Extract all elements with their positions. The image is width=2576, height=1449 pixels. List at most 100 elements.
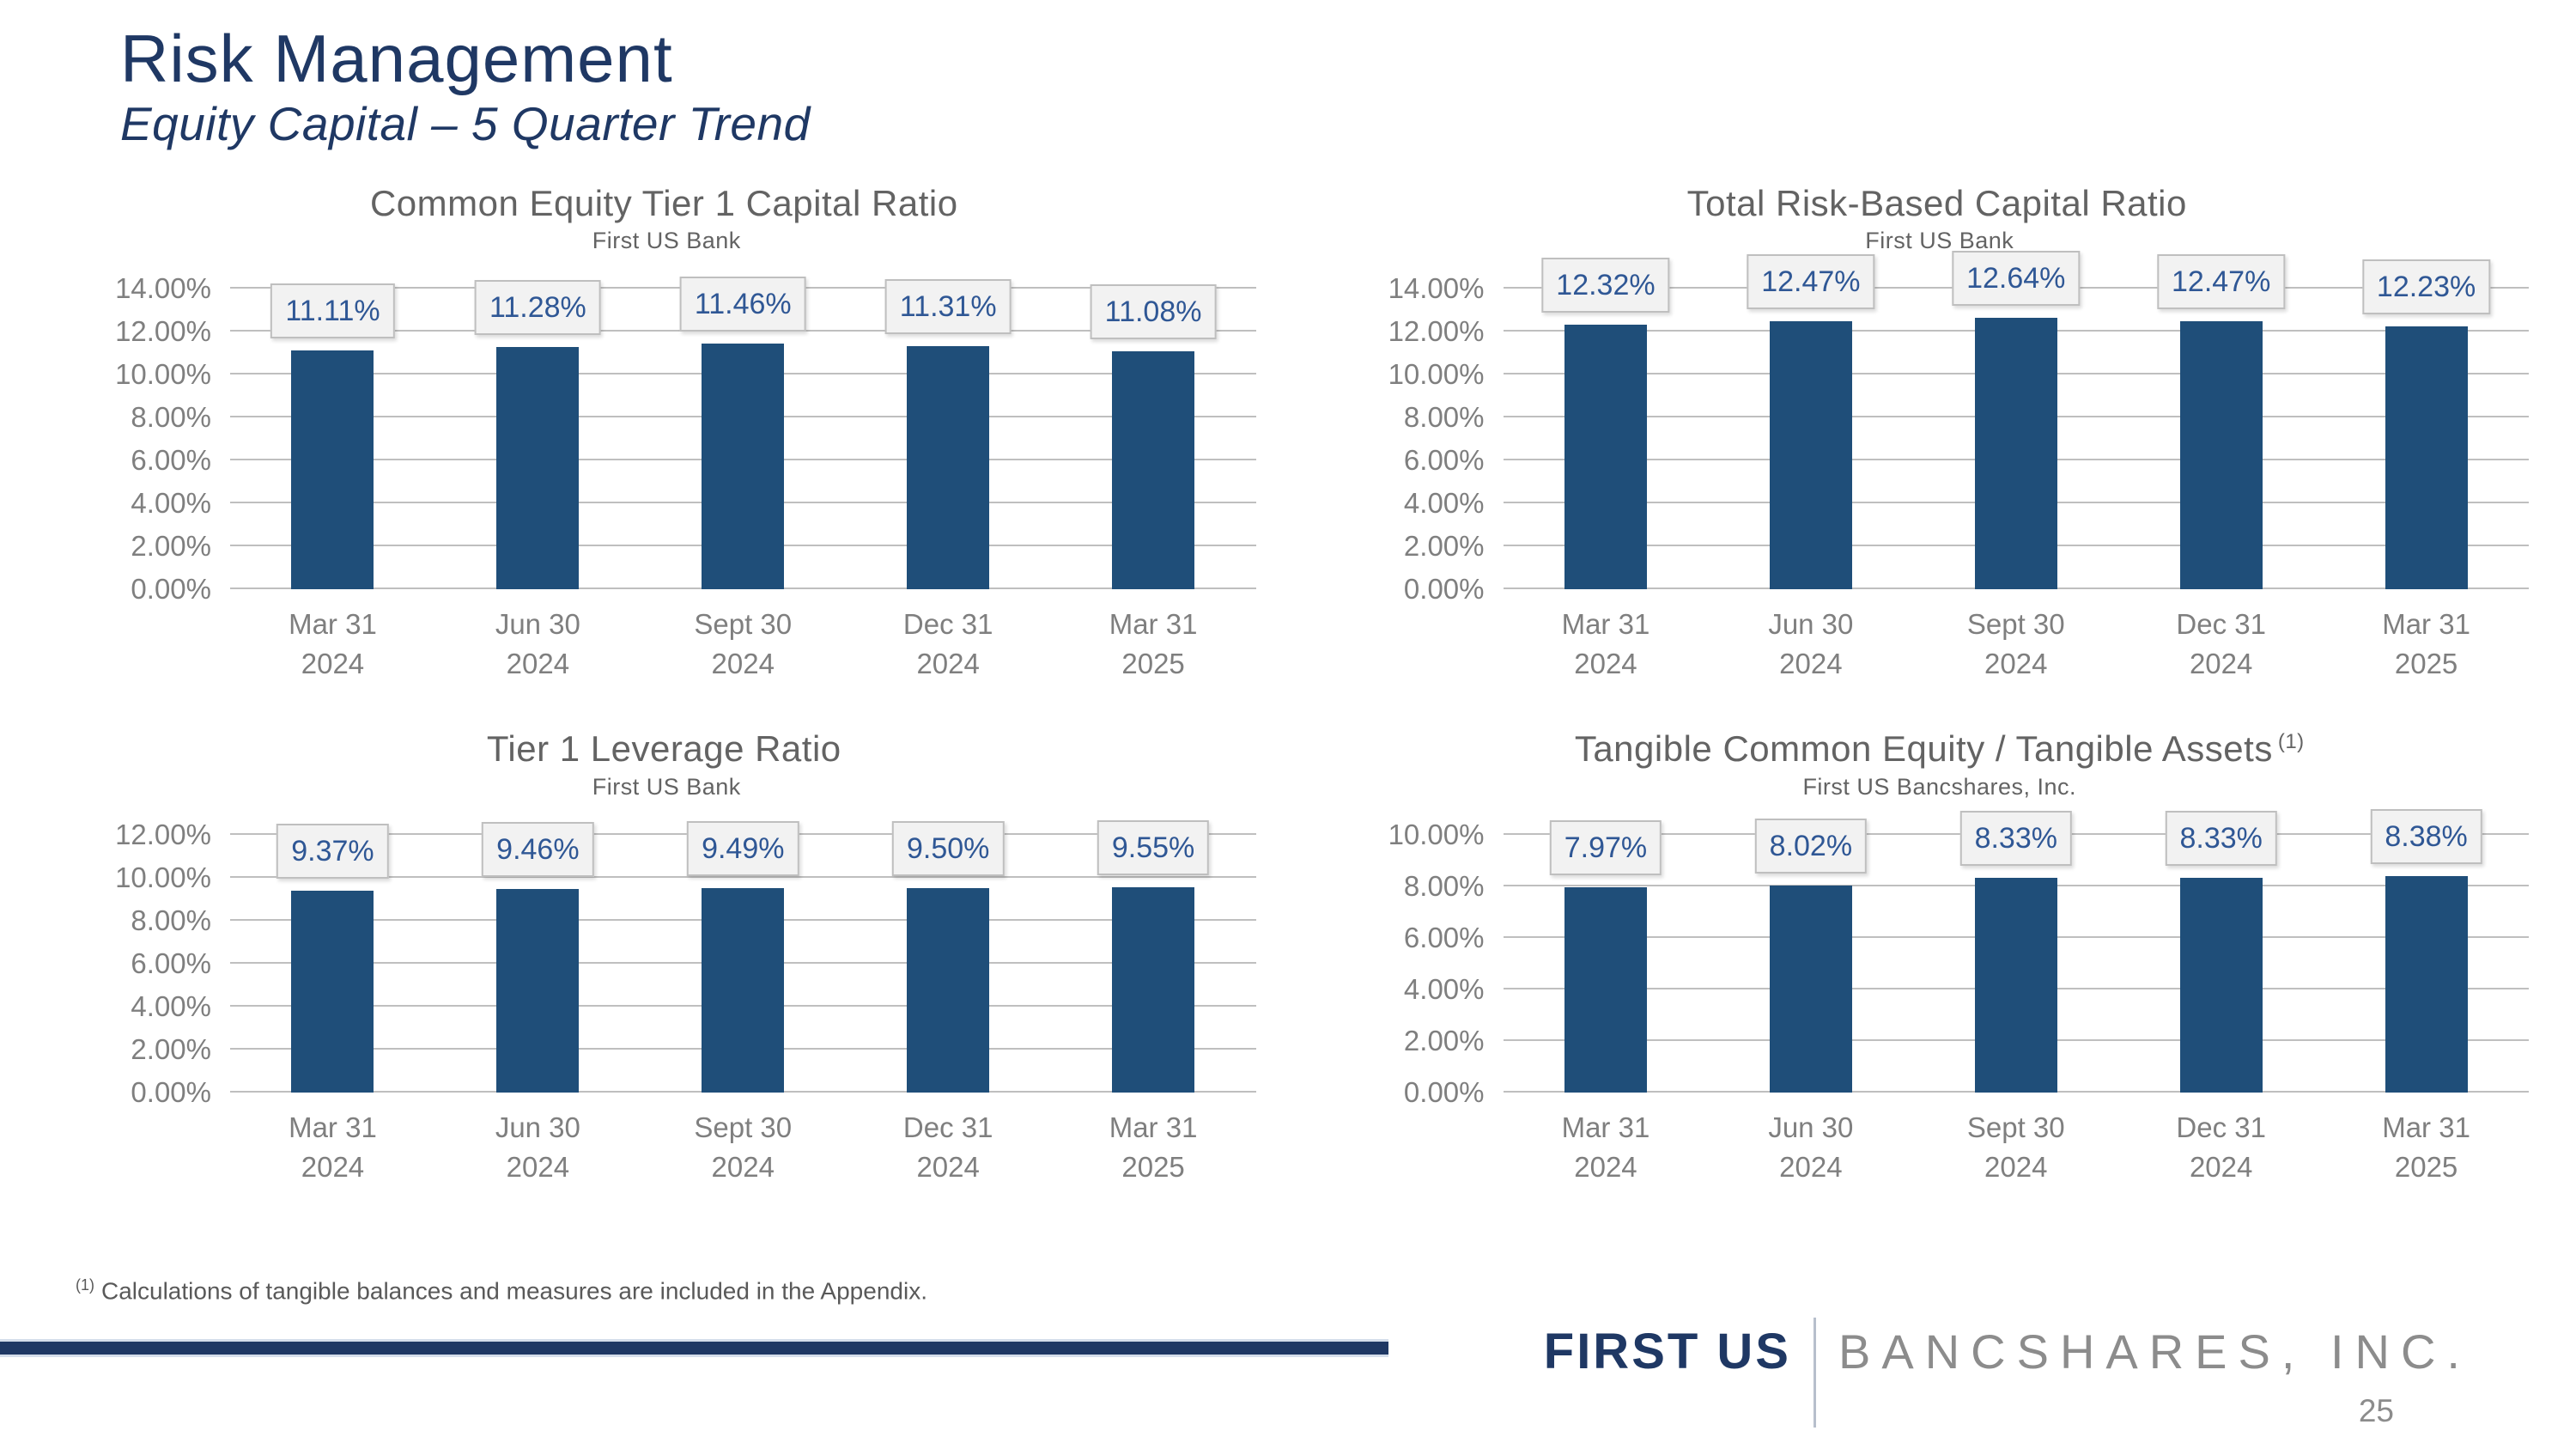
bar-slot: 11.08% bbox=[1051, 284, 1256, 590]
chart-plot-region: 0.00% 2.00% 4.00% 6.00% 8.00% 10.00% 7.97% 8.02… bbox=[1351, 809, 2530, 1187]
page-subtitle: Equity Capital – 5 Quarter Trend bbox=[120, 97, 811, 151]
bar bbox=[1112, 886, 1195, 1093]
y-tick-label: 10.00% bbox=[115, 861, 211, 893]
bar bbox=[2385, 326, 2468, 590]
x-axis-labels: Mar 31 2024 Jun 30 2024 Sept 30 2024 Dec 31… bbox=[230, 605, 1256, 684]
bar bbox=[1769, 321, 1852, 590]
bar bbox=[1112, 351, 1195, 590]
brand-bancshares: BANCSHARES, INC. bbox=[1838, 1324, 2471, 1379]
bar-slot: 12.23% bbox=[2324, 259, 2529, 590]
y-tick-label: 8.00% bbox=[1403, 869, 1485, 902]
y-tick-label: 6.00% bbox=[1403, 444, 1485, 477]
bars-row: 7.97% 8.02% 8.33% 8.33% 8.38% bbox=[1504, 809, 2530, 1093]
y-tick-label: 4.00% bbox=[1403, 972, 1485, 1005]
bar-slot: 11.11% bbox=[230, 283, 435, 590]
y-axis: 0.00% 2.00% 4.00% 6.00% 8.00% 10.00% 12.00% bbox=[77, 819, 230, 1108]
x-category-label: Jun 30 2024 bbox=[495, 608, 580, 680]
chart-title-text: Common Equity Tier 1 Capital Ratio bbox=[369, 182, 958, 223]
y-tick-label: 6.00% bbox=[131, 947, 211, 979]
brand-logo: FIRST US BANCSHARES, INC. bbox=[1544, 1318, 2471, 1433]
x-axis-labels: Mar 31 2024 Jun 30 2024 Sept 30 2024 Dec 31… bbox=[230, 1108, 1256, 1187]
bar-value-label: 9.50% bbox=[891, 821, 1005, 877]
bar-slot: 9.37% bbox=[230, 824, 435, 1093]
bars-row: 12.32% 12.47% 12.64% 12.47% 12.23% bbox=[1504, 251, 2530, 590]
bar-slot: 9.46% bbox=[435, 822, 641, 1093]
x-category-label: Jun 30 2024 bbox=[1768, 608, 1854, 680]
chart-title: Tangible Common Equity / Tangible Assets… bbox=[1351, 728, 2530, 770]
chart-plot-region: 0.00% 2.00% 4.00% 6.00% 8.00% 10.00% 12.00% 9.3… bbox=[77, 819, 1256, 1187]
y-tick-label: 4.00% bbox=[131, 487, 211, 520]
footnote-text: Calculations of tangible balances and me… bbox=[101, 1277, 927, 1305]
x-category-label: Jun 30 2024 bbox=[495, 1111, 580, 1183]
bar-value-label: 7.97% bbox=[1549, 819, 1662, 875]
x-category-label: Dec 31 2024 bbox=[2176, 608, 2266, 680]
y-tick-label: 0.00% bbox=[131, 573, 211, 606]
bar bbox=[1564, 325, 1647, 590]
x-category-label: Mar 31 2024 bbox=[289, 608, 377, 680]
bar bbox=[702, 888, 785, 1093]
chart-total-risk-based-capital: Total Risk-Based Capital Ratio First US … bbox=[1351, 183, 2530, 685]
y-tick-label: 0.00% bbox=[131, 1075, 211, 1108]
y-tick-label: 2.00% bbox=[1403, 1024, 1485, 1056]
bar-slot: 11.31% bbox=[846, 279, 1051, 590]
x-category-label: Dec 31 2024 bbox=[2176, 1111, 2266, 1183]
bar bbox=[2385, 876, 2468, 1093]
x-category-label: Sept 30 2024 bbox=[1966, 1111, 2065, 1183]
y-tick-label: 8.00% bbox=[131, 904, 211, 936]
x-category-label: Mar 31 2025 bbox=[2382, 1111, 2470, 1183]
bars-row: 11.11% 11.28% 11.46% 11.31% 11.08% bbox=[230, 276, 1256, 590]
bars-row: 9.37% 9.46% 9.49% 9.50% 9.55% bbox=[230, 819, 1256, 1093]
chart-common-equity-tier1: Common Equity Tier 1 Capital Ratio First… bbox=[77, 183, 1256, 685]
x-category-label: Sept 30 2024 bbox=[1966, 608, 2065, 680]
bar-slot: 12.64% bbox=[1913, 251, 2118, 590]
y-tick-label: 12.00% bbox=[115, 315, 211, 348]
y-tick-label: 10.00% bbox=[115, 358, 211, 391]
bar-value-label: 9.55% bbox=[1097, 819, 1210, 875]
y-axis: 0.00% 2.00% 4.00% 6.00% 8.00% 10.00% bbox=[1351, 819, 1504, 1108]
bar-value-label: 12.23% bbox=[2361, 259, 2491, 315]
plot-area: 12.32% 12.47% 12.64% 12.47% 12.23% bbox=[1503, 251, 2530, 590]
bar-slot: 11.46% bbox=[641, 276, 846, 590]
y-tick-label: 6.00% bbox=[1403, 921, 1485, 953]
chart-subtitle: First US Bank bbox=[592, 773, 741, 800]
bar-value-label: 11.31% bbox=[884, 279, 1012, 335]
y-tick-label: 8.00% bbox=[1403, 401, 1485, 434]
plot-area: 11.11% 11.28% 11.46% 11.31% 11.08% bbox=[230, 276, 1256, 590]
bar-slot: 8.33% bbox=[1913, 810, 2118, 1093]
footnote-superscript: (1) bbox=[76, 1276, 94, 1294]
x-category-label: Dec 31 2024 bbox=[902, 1111, 993, 1183]
bar bbox=[907, 346, 990, 590]
bar-value-label: 11.11% bbox=[270, 283, 395, 339]
slide-header: Risk Management Equity Capital – 5 Quart… bbox=[0, 0, 2576, 150]
bar-slot: 12.47% bbox=[1708, 254, 1913, 590]
y-tick-label: 0.00% bbox=[1403, 573, 1485, 606]
y-axis: 0.00% 2.00% 4.00% 6.00% 8.00% 10.00% 12.00% 14.… bbox=[1351, 272, 1504, 605]
y-tick-label: 4.00% bbox=[1403, 487, 1485, 520]
bar-slot: 8.02% bbox=[1708, 819, 1913, 1093]
y-tick-label: 10.00% bbox=[1388, 818, 1485, 850]
y-tick-label: 12.00% bbox=[1388, 315, 1485, 348]
bar-value-label: 11.46% bbox=[679, 276, 806, 332]
bar-slot: 9.50% bbox=[846, 821, 1051, 1093]
page-number: 25 bbox=[2358, 1393, 2394, 1428]
plot-area: 9.37% 9.46% 9.49% 9.50% 9.55% bbox=[230, 819, 1256, 1093]
y-tick-label: 0.00% bbox=[1403, 1075, 1485, 1108]
x-category-label: Sept 30 2024 bbox=[694, 1111, 793, 1183]
bar-value-label: 9.37% bbox=[276, 824, 389, 880]
bar-value-label: 8.33% bbox=[2165, 810, 2277, 866]
bar-slot: 8.33% bbox=[2118, 810, 2324, 1093]
plot-area: 7.97% 8.02% 8.33% 8.33% 8.38% bbox=[1503, 809, 2530, 1093]
x-axis-labels: Mar 31 2024 Jun 30 2024 Sept 30 2024 Dec 31… bbox=[1504, 605, 2530, 684]
x-category-label: Mar 31 2024 bbox=[289, 1111, 377, 1183]
charts-grid: Common Equity Tier 1 Capital Ratio First… bbox=[0, 183, 2576, 1187]
bar bbox=[496, 889, 580, 1093]
y-tick-label: 12.00% bbox=[115, 818, 211, 850]
footnote: (1) Calculations of tangible balances and… bbox=[76, 1276, 2576, 1305]
x-category-label: Mar 31 2024 bbox=[1561, 1111, 1650, 1183]
chart-title-superscript: (1) bbox=[2277, 730, 2305, 754]
y-tick-label: 2.00% bbox=[131, 530, 211, 563]
page-title: Risk Management bbox=[120, 21, 673, 96]
chart-title: Common Equity Tier 1 Capital Ratio bbox=[77, 183, 1256, 224]
x-axis-labels: Mar 31 2024 Jun 30 2024 Sept 30 2024 Dec 31… bbox=[1504, 1108, 2530, 1187]
bar-value-label: 12.32% bbox=[1541, 258, 1670, 314]
